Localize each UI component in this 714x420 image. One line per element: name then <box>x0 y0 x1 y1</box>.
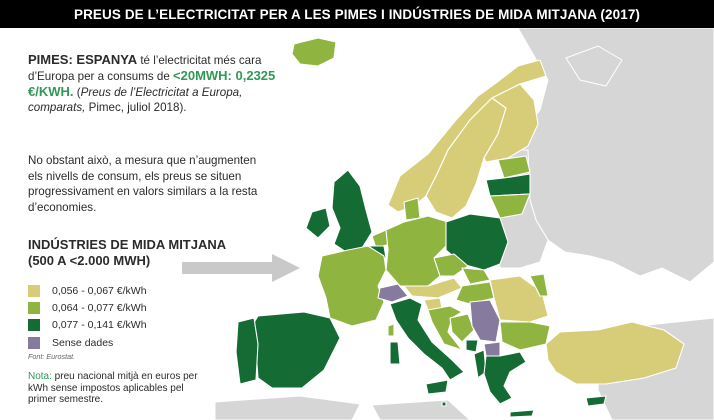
legend-item: 0,077 - 0,141 €/kWh <box>28 317 147 334</box>
body-paragraph: No obstant això, a mesura que n’augmente… <box>28 154 258 214</box>
country-sardinia <box>389 341 401 365</box>
country-serbia <box>469 299 501 343</box>
title-bar: PREUS DE L’ELECTRICITAT PER A LES PIMES … <box>0 0 714 28</box>
legend-title-line-1: INDÚSTRIES DE MIDA MITJANA <box>28 237 227 252</box>
country-estonia <box>497 155 531 179</box>
footnote-text: preu nacional mitjà en euros per kWh sen… <box>28 371 198 405</box>
legend-item: 0,056 - 0,067 €/kWh <box>28 282 147 299</box>
legend-label: 0,064 - 0,077 €/kWh <box>52 301 147 314</box>
legend-swatch <box>28 319 40 332</box>
legend-title-line-2: (500 A <2.000 MWH) <box>28 253 151 268</box>
legend: 0,056 - 0,067 €/kWh 0,064 - 0,077 €/kWh … <box>28 282 147 351</box>
country-ireland <box>305 207 331 239</box>
country-france <box>317 245 387 327</box>
country-norway <box>387 59 547 213</box>
country-germany <box>385 215 449 287</box>
country-bosnia <box>449 313 475 343</box>
country-italy <box>389 297 465 381</box>
country-united-kingdom <box>331 169 373 253</box>
country-switzerland <box>377 283 409 303</box>
legend-label: 0,056 - 0,067 €/kWh <box>52 284 147 297</box>
intro-citation: Preus de l’Electricitat a Europa, compar… <box>28 86 243 114</box>
intro-text-2: ( <box>73 86 81 99</box>
legend-swatch <box>28 336 40 349</box>
country-czechia <box>433 253 469 277</box>
europe-map <box>182 28 714 420</box>
country-sicily <box>425 379 449 395</box>
country-montenegro <box>465 339 479 353</box>
intro-lead: PIMES: ESPANYA <box>28 52 138 67</box>
country-iceland <box>291 37 337 67</box>
country-bulgaria <box>499 321 551 351</box>
legend-arrow <box>182 254 300 282</box>
legend-label: 0,077 - 0,141 €/kWh <box>52 319 147 332</box>
country-corsica <box>387 323 395 337</box>
intro-paragraph: PIMES: ESPANYA té l’electricitat més car… <box>28 52 278 115</box>
country-crete <box>509 409 535 418</box>
country-malta <box>441 401 447 407</box>
country-turkey <box>545 321 685 385</box>
intro-highlight: <20MWH: 0,2325 €/KWH. <box>28 68 276 99</box>
page-title: PREUS DE L’ELECTRICITAT PER A LES PIMES … <box>73 6 641 22</box>
legend-title: INDÚSTRIES DE MIDA MITJANA (500 A <2.000… <box>28 237 278 269</box>
eu-countries <box>235 37 685 418</box>
country-romania <box>489 275 549 323</box>
legend-item: 0,064 - 0,077 €/kWh <box>28 299 147 316</box>
country-latvia <box>485 173 531 197</box>
country-north-macedonia <box>483 341 501 357</box>
footnote: Nota: preu nacional mitjà en euros per k… <box>28 371 208 406</box>
legend-swatch <box>28 301 40 314</box>
country-slovakia <box>461 267 491 285</box>
source-note: Font: Eurostat. <box>28 352 76 361</box>
intro-text-1: té l’electricitat més cara d’Europa per … <box>28 54 262 83</box>
country-portugal <box>235 317 259 385</box>
legend-swatch <box>28 284 40 297</box>
legend-label: Sense dades <box>52 336 114 349</box>
country-moldova <box>529 273 549 297</box>
country-lithuania <box>489 193 531 219</box>
country-greece <box>483 351 527 405</box>
country-spain <box>247 311 341 389</box>
country-finland <box>483 83 539 163</box>
legend-item: Sense dades <box>28 334 147 351</box>
footnote-label: Nota: <box>28 371 52 382</box>
country-denmark <box>403 197 421 221</box>
intro-text-3: Pimec, juliol 2018). <box>85 101 187 114</box>
country-cyprus <box>585 395 607 407</box>
